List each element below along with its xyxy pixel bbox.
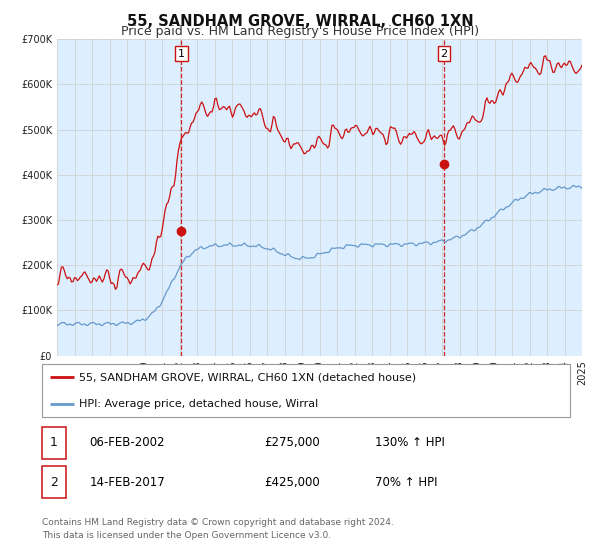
FancyBboxPatch shape: [42, 427, 66, 459]
Text: 130% ↑ HPI: 130% ↑ HPI: [374, 436, 445, 450]
FancyBboxPatch shape: [42, 364, 570, 417]
Text: 2: 2: [50, 475, 58, 489]
Text: 55, SANDHAM GROVE, WIRRAL, CH60 1XN (detached house): 55, SANDHAM GROVE, WIRRAL, CH60 1XN (det…: [79, 372, 416, 382]
Text: 55, SANDHAM GROVE, WIRRAL, CH60 1XN: 55, SANDHAM GROVE, WIRRAL, CH60 1XN: [127, 14, 473, 29]
Text: 06-FEB-2002: 06-FEB-2002: [89, 436, 165, 450]
Text: 70% ↑ HPI: 70% ↑ HPI: [374, 475, 437, 489]
Text: 2: 2: [440, 49, 448, 59]
Text: 1: 1: [178, 49, 185, 59]
Text: HPI: Average price, detached house, Wirral: HPI: Average price, detached house, Wirr…: [79, 399, 318, 409]
Text: This data is licensed under the Open Government Licence v3.0.: This data is licensed under the Open Gov…: [42, 531, 331, 540]
FancyBboxPatch shape: [42, 466, 66, 498]
Text: 1: 1: [50, 436, 58, 450]
Text: £425,000: £425,000: [264, 475, 320, 489]
Text: £275,000: £275,000: [264, 436, 320, 450]
Text: Price paid vs. HM Land Registry's House Price Index (HPI): Price paid vs. HM Land Registry's House …: [121, 25, 479, 38]
Text: Contains HM Land Registry data © Crown copyright and database right 2024.: Contains HM Land Registry data © Crown c…: [42, 519, 394, 528]
Text: 14-FEB-2017: 14-FEB-2017: [89, 475, 165, 489]
